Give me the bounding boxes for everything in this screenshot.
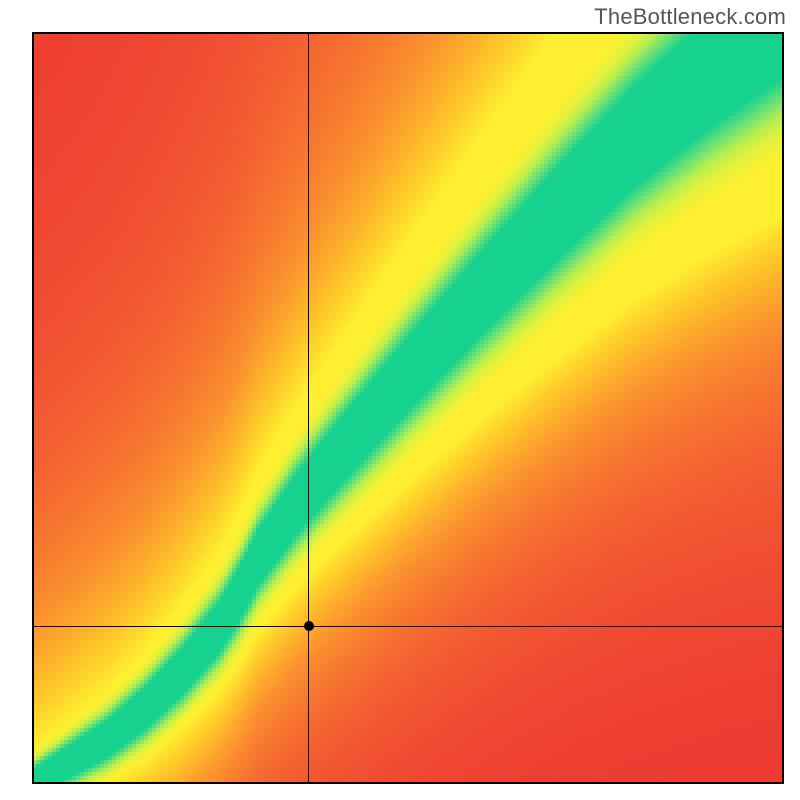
heatmap-plot — [32, 32, 784, 784]
heatmap-canvas — [32, 32, 784, 784]
watermark-text: TheBottleneck.com — [594, 4, 786, 30]
